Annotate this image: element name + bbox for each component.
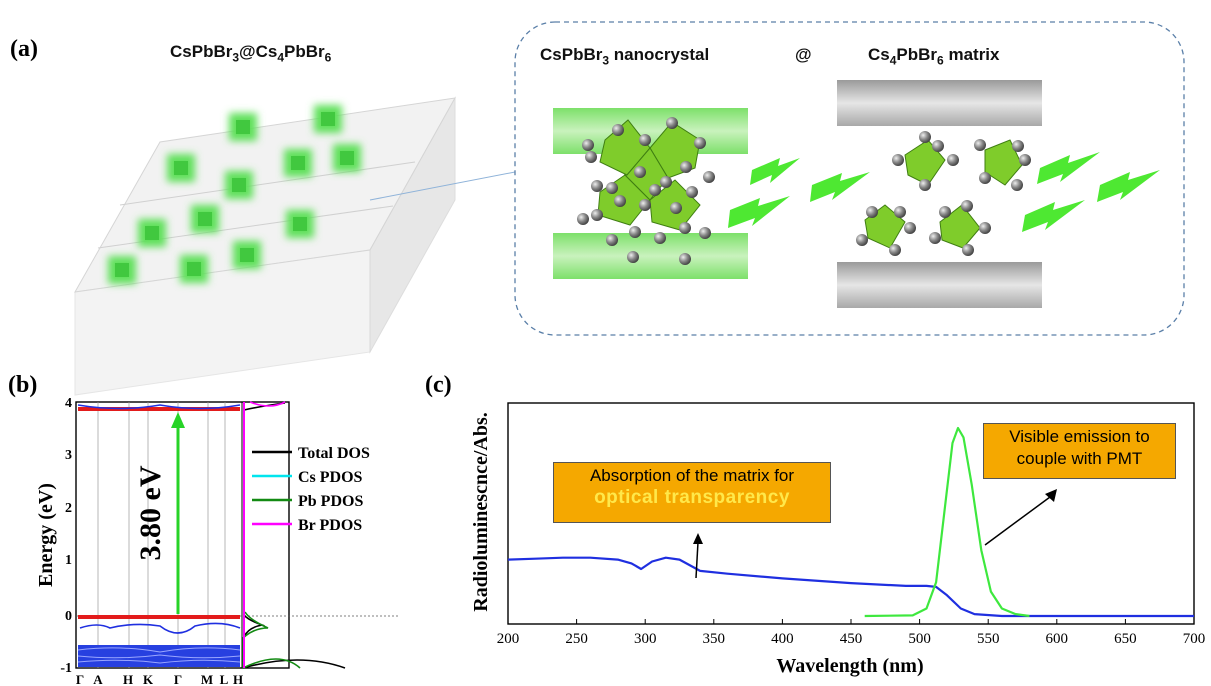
emission-curve	[864, 426, 1030, 618]
y-tick: 3	[65, 448, 72, 463]
y-tick: 2	[65, 501, 72, 516]
composite-title: CsPbBr3@Cs4PbBr6	[170, 42, 332, 65]
k-label: H	[123, 672, 133, 686]
zoom-connector	[369, 171, 516, 201]
band-gap-label: 3.80 eV	[134, 465, 167, 560]
x-tick-label: 400	[771, 631, 794, 647]
k-label: L	[220, 672, 229, 686]
k-label: Γ	[76, 672, 84, 686]
panel-b-label: (b)	[8, 372, 38, 398]
callout-absorption-line2: optical transparency	[594, 487, 790, 508]
valence-band-curve	[79, 622, 241, 634]
legend-cs-pdos: Cs PDOS	[298, 469, 363, 486]
x-tick-label: 650	[1114, 631, 1137, 647]
band-gap-arrow	[171, 412, 185, 614]
deep-valence-bands	[77, 645, 241, 667]
zoom-box	[514, 21, 1185, 336]
x-tick-label: 450	[840, 631, 863, 647]
y-tick: 0	[65, 609, 72, 624]
matrix-structure	[837, 80, 1042, 308]
x-tick-label: 200	[497, 631, 520, 647]
absorption-callout: Absorption of the matrix for optical tra…	[553, 462, 831, 523]
k-label: K	[143, 672, 154, 686]
spectrum-y-label: Radioluminescnce/Abs.	[470, 412, 492, 611]
panel-a-label: (a)	[10, 36, 38, 62]
legend-pb-pdos: Pb PDOS	[298, 493, 363, 510]
callout-emission-line2: couple with PMT	[1016, 449, 1143, 468]
x-tick-label: 300	[634, 631, 657, 647]
y-tick: 4	[65, 396, 72, 411]
x-tick-label: 550	[977, 631, 1000, 647]
band-y-label: Energy (eV)	[35, 483, 57, 587]
x-tick-label: 500	[908, 631, 931, 647]
legend-total-dos: Total DOS	[298, 445, 370, 462]
k-label: A	[93, 672, 103, 686]
dos-curves	[242, 401, 346, 669]
x-tick-label: 350	[703, 631, 726, 647]
annotation-arrows	[693, 489, 1057, 579]
k-label: H	[233, 672, 243, 686]
nanocrystal-title: CsPbBr3 nanocrystal	[540, 45, 710, 68]
y-tick: -1	[60, 661, 72, 676]
lightning-icons	[728, 152, 1160, 232]
k-label: Γ	[174, 672, 182, 686]
callout-absorption-line1: Absorption of the matrix for	[589, 466, 795, 485]
panel-c-label: (c)	[425, 372, 452, 398]
k-label: M	[201, 672, 213, 686]
callout-emission-line1: Visible emission to	[1009, 427, 1150, 446]
nanocrystal-cubes	[108, 105, 361, 284]
y-tick: 1	[65, 553, 72, 568]
emission-callout: Visible emission to couple with PMT	[983, 423, 1176, 479]
matrix-title: Cs4PbBr6 matrix	[868, 45, 1000, 68]
matrix-box	[74, 96, 456, 396]
spectrum-x-label: Wavelength (nm)	[776, 655, 923, 677]
x-tick-label: 700	[1183, 631, 1206, 647]
legend-br-pdos: Br PDOS	[298, 517, 362, 534]
x-tick-label: 600	[1046, 631, 1069, 647]
at-symbol: @	[795, 45, 812, 64]
absorption-curve	[507, 556, 1194, 618]
band-k-labels: Γ A H K Γ M L H	[76, 672, 243, 686]
band-legend: Total DOS Cs PDOS Pb PDOS Br PDOS	[252, 445, 370, 534]
nanocrystal-structure	[553, 108, 748, 279]
conduction-band-curve	[77, 404, 241, 410]
band-y-ticks: 4 3 2 1 0 -1	[60, 396, 72, 676]
band-frame	[75, 401, 290, 669]
x-tick-label: 250	[565, 631, 588, 647]
